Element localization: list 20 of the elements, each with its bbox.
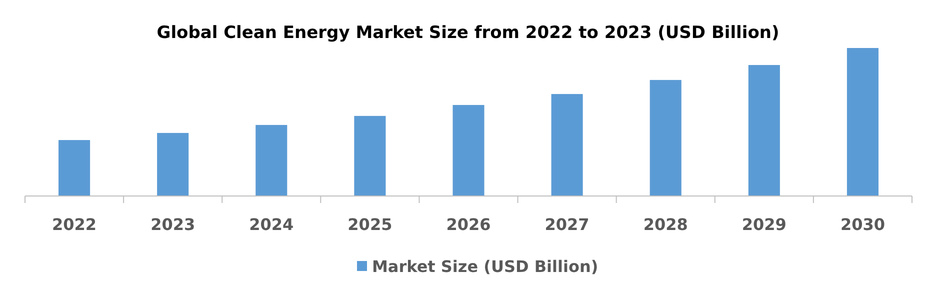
x-tick-label: 2027 bbox=[544, 215, 590, 234]
legend-label: Market Size (USD Billion) bbox=[372, 257, 598, 276]
x-tick-label: 2023 bbox=[150, 215, 196, 234]
bar bbox=[157, 132, 189, 196]
bar bbox=[354, 116, 386, 196]
bar bbox=[846, 48, 878, 196]
bar bbox=[748, 65, 780, 196]
bar bbox=[650, 80, 682, 196]
x-tick-label: 2028 bbox=[643, 215, 688, 234]
x-tick-label: 2022 bbox=[52, 215, 97, 234]
x-tick-label: 2024 bbox=[249, 215, 294, 234]
x-tick-label: 2029 bbox=[742, 215, 786, 234]
bar bbox=[452, 104, 484, 196]
chart-title: Global Clean Energy Market Size from 2022 to 2023 (USD Billion) bbox=[156, 23, 780, 43]
bar bbox=[256, 124, 288, 196]
bar bbox=[58, 140, 90, 196]
bar bbox=[551, 94, 583, 196]
x-tick-label: 2026 bbox=[446, 215, 491, 234]
x-tick-label: 2025 bbox=[348, 215, 392, 234]
x-tick-label: 2030 bbox=[840, 215, 885, 234]
